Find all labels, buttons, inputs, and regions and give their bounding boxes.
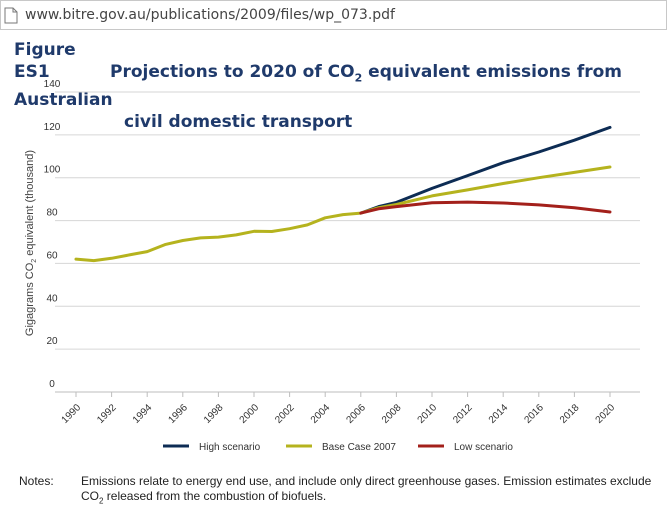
x-axis: 1990 1992 1994 1996 1998 2000 2002 2004 2006 2008… [60,392,618,426]
figure-title: Figure ES1 Projections to 2020 of CO2 equ… [14,39,664,133]
figure-label: Figure ES1 [14,40,76,82]
x-tick-label: 2000 [238,402,262,426]
legend-label-1: High scenario [199,442,261,453]
y-tick-label: 120 [44,122,61,133]
x-tick-label: 2018 [558,402,582,426]
document-icon [4,7,18,23]
x-tick-label: 2012 [451,402,475,426]
address-url[interactable]: www.bitre.gov.au/publications/2009/files… [25,7,395,23]
y-tick-label: 20 [46,336,58,347]
plot-area [74,125,612,263]
y-tick-label: 60 [46,250,58,261]
y-tick-label: 40 [46,293,58,304]
notes-text-end: released from the combustion of biofuels… [103,489,327,503]
series-line-3 [359,200,612,215]
y-tick-label: 0 [49,379,55,390]
y-axis-label: Gigagrams CO2 equivalent (thousand) [24,150,38,336]
series-line-1 [359,125,612,215]
x-tick-label: 2010 [416,402,440,426]
series-line-2 [74,165,612,263]
y-tick-label: 140 [44,80,61,90]
notes-text-start: Emissions relate to energy end use, and … [81,474,652,503]
y-tick-label: 100 [44,165,61,176]
address-bar[interactable]: www.bitre.gov.au/publications/2009/files… [0,0,667,30]
legend: High scenario Base Case 2007 Low scenario [163,442,513,453]
x-tick-label: 1998 [202,402,226,426]
y-axis: 0 20 40 60 80 100 120 140 [44,80,61,390]
x-tick-label: 2016 [522,402,546,426]
emissions-chart: 0 20 40 60 80 100 120 140 1990 1992 1994 1996 1998 2… [24,80,640,453]
notes: Notes: Emissions relate to energy end us… [19,474,664,508]
x-tick-label: 2008 [380,402,404,426]
figure-title-end: equivalent emissions from Australian [14,62,622,111]
notes-text: Emissions relate to energy end use, and … [81,474,664,508]
legend-label-2: Base Case 2007 [322,442,396,453]
figure-title-start: Projections to 2020 of CO [110,62,355,82]
y-tick-label: 80 [46,208,58,219]
x-tick-label: 1994 [131,402,155,426]
y-axis-label-start: Gigagrams CO [24,262,36,336]
x-tick-label: 1996 [166,402,190,426]
y-axis-label-end: equivalent (thousand) [24,150,36,259]
x-tick-label: 2006 [344,402,368,426]
x-tick-label: 2004 [309,402,333,426]
notes-subscript: 2 [99,496,104,506]
x-tick-label: 2002 [273,402,297,426]
x-tick-label: 1990 [60,402,84,426]
figure-title-subscript: 2 [354,71,363,85]
x-tick-label: 1992 [95,402,119,426]
figure-title-line2: civil domestic transport [124,112,353,133]
grid [55,91,640,393]
x-tick-label: 2014 [487,402,511,426]
x-tick-label: 2020 [594,402,618,426]
legend-label-3: Low scenario [454,442,513,453]
y-axis-label-subscript: 2 [31,259,38,263]
notes-label: Notes: [19,474,54,488]
